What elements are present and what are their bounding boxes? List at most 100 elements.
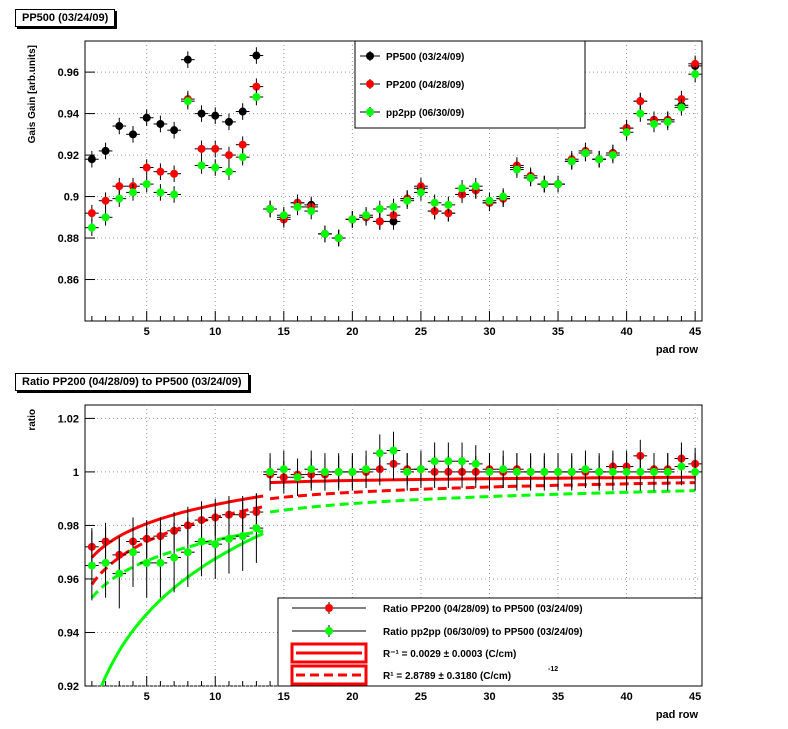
data-point <box>142 113 151 122</box>
data-point <box>595 155 604 164</box>
data-point <box>636 97 645 106</box>
data-point <box>362 465 371 474</box>
chart-title-top: PP500 (03/24/09) <box>15 9 116 27</box>
y-tick-label: 0.92 <box>58 150 79 162</box>
data-point <box>211 111 220 120</box>
data-point <box>183 97 192 106</box>
x-tick-label: 45 <box>689 326 701 338</box>
data-point <box>485 467 494 476</box>
data-point <box>252 51 261 60</box>
series-2 <box>85 65 702 247</box>
data-point <box>430 457 439 466</box>
y-axis-label: Gais Gain [arb.units] <box>27 45 38 143</box>
data-point <box>416 188 425 197</box>
data-point <box>142 558 151 567</box>
legend-marker <box>366 80 374 88</box>
x-tick-label: 45 <box>689 691 701 703</box>
data-point <box>170 126 179 135</box>
legend-label: PP200 (04/28/09) <box>386 80 464 91</box>
data-point <box>101 146 110 155</box>
data-layer <box>85 431 702 686</box>
data-point <box>307 207 316 216</box>
data-point <box>156 119 165 128</box>
x-tick-label: 5 <box>144 326 150 338</box>
data-point <box>691 467 700 476</box>
x-tick-label: 40 <box>620 691 632 703</box>
data-point <box>581 465 590 474</box>
y-tick-label: 0.88 <box>58 233 79 245</box>
data-point <box>362 211 371 220</box>
fit-curve <box>269 481 696 501</box>
data-point <box>142 163 151 172</box>
data-point <box>430 198 439 207</box>
data-point <box>458 184 467 193</box>
data-point <box>677 462 686 471</box>
data-point <box>183 55 192 64</box>
data-point <box>115 569 124 578</box>
data-point <box>581 149 590 157</box>
data-point <box>101 213 110 222</box>
fit-curve <box>269 489 696 514</box>
y-tick-label: 1.02 <box>58 413 79 425</box>
data-point <box>170 169 179 178</box>
data-point <box>334 467 343 476</box>
data-point <box>677 103 686 112</box>
data-point <box>375 449 384 458</box>
legend-label: PP500 (03/24/09) <box>386 52 464 63</box>
x-axis-label: pad row <box>656 709 699 721</box>
data-point <box>444 200 453 209</box>
data-point <box>512 165 521 174</box>
fit-curve <box>90 494 264 559</box>
data-point <box>526 467 535 476</box>
y-tick-label: 0.98 <box>58 520 79 532</box>
data-point <box>375 205 384 213</box>
data-point <box>115 182 124 191</box>
data-point <box>101 196 110 205</box>
data-point <box>471 182 480 191</box>
data-point <box>293 202 302 211</box>
fit-curve <box>270 475 696 485</box>
data-point <box>444 457 453 466</box>
data-point <box>608 467 617 476</box>
data-point <box>320 467 329 476</box>
data-point <box>170 190 179 199</box>
legend-fit-box <box>290 642 368 664</box>
data-point <box>156 167 165 176</box>
legend-marker <box>325 627 333 635</box>
data-point <box>128 188 137 197</box>
data-point <box>526 173 535 182</box>
data-point <box>636 467 645 476</box>
data-point <box>663 117 672 126</box>
data-point <box>320 229 329 238</box>
data-point <box>499 465 508 474</box>
data-point <box>224 151 233 160</box>
data-point <box>87 209 96 218</box>
data-point <box>348 467 357 476</box>
data-point <box>595 467 604 476</box>
data-point <box>403 467 412 476</box>
data-layer <box>85 47 702 247</box>
data-point <box>142 180 151 189</box>
data-point <box>252 93 261 101</box>
data-point <box>211 163 220 172</box>
data-point <box>499 192 508 201</box>
data-point <box>540 467 549 476</box>
x-tick-label: 30 <box>483 691 495 703</box>
x-tick-label: 35 <box>552 326 564 338</box>
legend-fit-label: R¹ = 2.8789 ± 0.3180 (C/cm) <box>383 671 511 682</box>
legend-marker <box>366 108 374 116</box>
fit-curve <box>99 532 264 686</box>
data-point <box>115 194 124 203</box>
data-point <box>238 153 247 162</box>
data-point <box>622 128 631 137</box>
data-point <box>458 457 467 466</box>
x-tick-label: 5 <box>144 691 150 703</box>
data-point <box>389 202 398 211</box>
data-point <box>650 119 659 128</box>
legend-fit-label: R⁻¹ = 0.0029 ± 0.0003 (C/cm) <box>383 649 516 660</box>
data-point <box>567 467 576 476</box>
x-tick-label: 35 <box>552 691 564 703</box>
data-point <box>183 548 192 557</box>
data-point <box>567 157 576 166</box>
data-point <box>170 553 179 562</box>
